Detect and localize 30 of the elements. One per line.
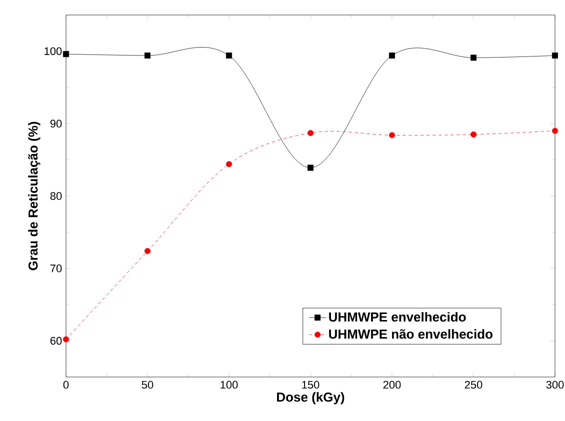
x-tick-label: 50 xyxy=(142,380,154,389)
x-axis-title: Dose (kGy) xyxy=(277,392,344,404)
point xyxy=(308,164,314,171)
y-axis-title: Grau de Reticulação (%) xyxy=(28,122,40,270)
point xyxy=(552,52,558,59)
legend-label: UHMWPE não envelhecido xyxy=(329,329,492,339)
point xyxy=(144,248,150,254)
point xyxy=(308,130,314,136)
y-tick-label: 60 xyxy=(50,336,62,345)
point xyxy=(389,132,395,138)
y-tick-label: 90 xyxy=(50,120,62,128)
point xyxy=(226,161,232,168)
y-tick-label: 70 xyxy=(50,264,62,272)
point xyxy=(144,52,150,59)
x-tick-label: 150 xyxy=(302,380,320,389)
point xyxy=(470,131,476,138)
y-tick-label: 80 xyxy=(50,192,62,200)
x-tick-label: 300 xyxy=(546,380,564,389)
x-tick-label: 200 xyxy=(383,380,401,389)
point xyxy=(226,52,232,59)
x-tick-label: 250 xyxy=(464,380,482,389)
y-tick-label: 100 xyxy=(44,47,62,56)
legend-label: UHMWPE envelhecido xyxy=(329,312,466,322)
point xyxy=(63,51,69,58)
point xyxy=(470,54,476,61)
x-tick-label: 100 xyxy=(220,380,238,389)
point xyxy=(389,52,395,59)
point xyxy=(552,128,558,134)
point xyxy=(63,336,69,342)
x-tick-label: 0 xyxy=(63,380,69,389)
